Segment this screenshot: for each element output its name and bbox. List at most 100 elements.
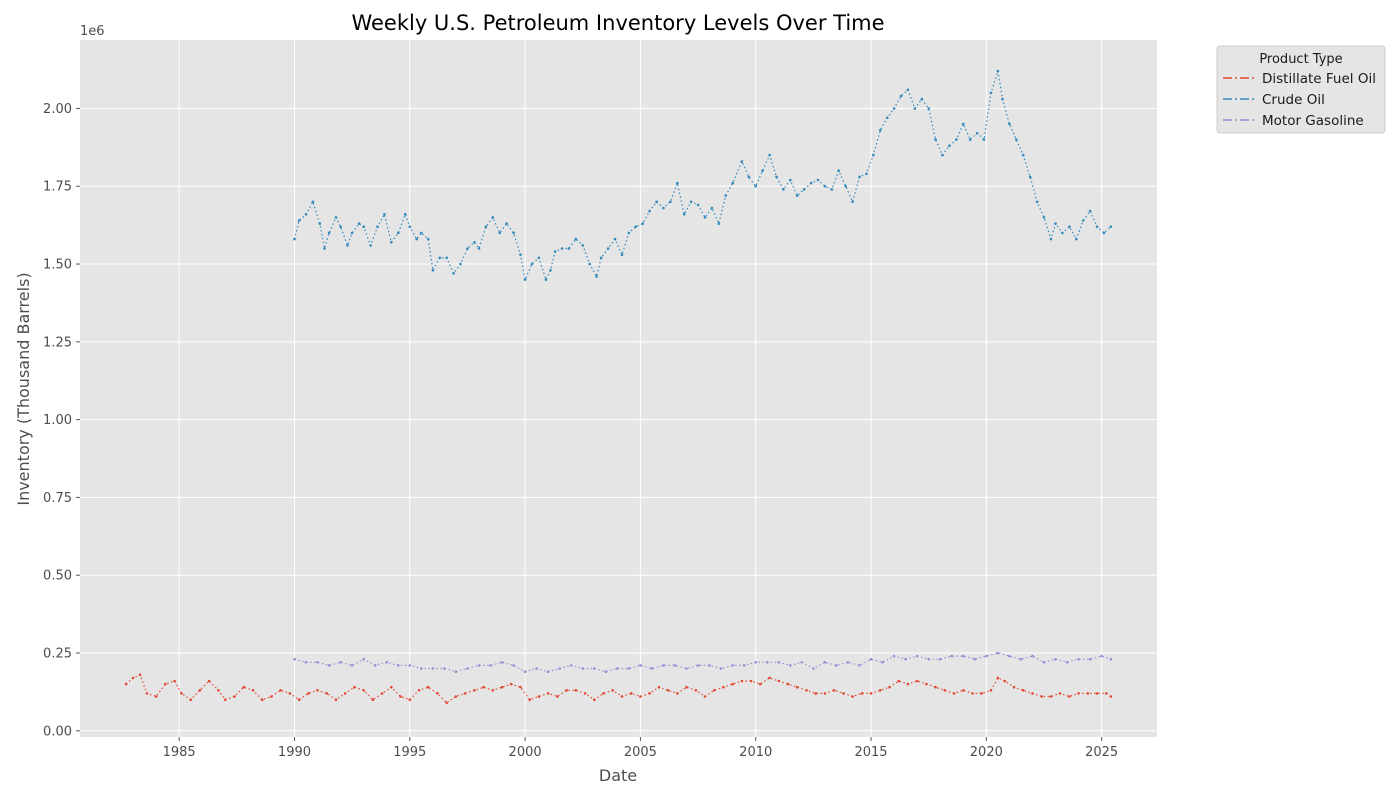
y-axis-title: Inventory (Thousand Barrels) [14,272,33,505]
data-point [1015,138,1018,141]
x-tick-label: 2025 [1085,745,1118,760]
data-point [1012,685,1016,689]
data-point [399,695,402,698]
series-line [125,674,1112,704]
data-point [1095,225,1099,228]
data-point [251,689,255,692]
data-point [438,256,442,260]
data-point [164,682,167,686]
data-point [505,222,508,225]
data-point [941,153,944,157]
data-point [390,241,393,244]
data-point [1109,695,1113,698]
data-point [553,250,557,253]
data-point [1088,209,1092,213]
data-point [343,692,347,695]
data-point [1077,657,1080,661]
data-point [380,692,384,695]
data-point [662,664,665,667]
data-point [397,664,400,667]
data-point [362,657,366,661]
data-point [445,256,449,260]
data-point [1003,679,1007,683]
series-group [124,673,1113,705]
data-point [1109,225,1113,228]
data-point [869,692,873,695]
data-point [1028,175,1032,179]
data-point [989,689,993,692]
data-point [1042,661,1046,664]
data-point [650,667,654,670]
data-point [777,679,781,683]
data-point [747,175,751,179]
x-axis-title: Date [599,766,637,785]
data-point [397,231,400,235]
data-point [546,670,550,673]
data-point [260,698,264,701]
data-point [373,664,377,667]
data-point [426,237,430,241]
data-point [789,664,792,667]
data-point [500,685,504,689]
data-point [560,247,564,250]
data-point [346,244,349,247]
data-point [1031,692,1034,695]
data-point [676,692,679,695]
data-point [696,203,700,207]
data-point [482,685,485,689]
data-point [1065,661,1069,664]
data-point [906,88,910,92]
data-point [1058,692,1062,695]
data-point [371,698,375,701]
data-point [473,689,476,692]
data-point [593,698,596,701]
data-point [473,241,476,244]
data-point [996,651,1000,655]
data-point [975,132,979,135]
data-point [420,231,423,235]
data-point [915,654,919,658]
data-point [1102,231,1106,235]
data-point [627,667,631,670]
data-point [740,679,744,683]
data-point [528,698,531,701]
data-point [498,231,502,235]
data-point [599,256,603,260]
data-point [962,689,965,692]
data-point [1095,692,1099,695]
data-point [904,657,907,661]
legend-label: Motor Gasoline [1262,113,1364,129]
data-point [685,667,688,670]
data-point [484,225,488,228]
data-point [546,692,550,695]
data-point [297,698,301,701]
data-point [189,698,192,701]
data-point [131,676,135,680]
data-point [327,231,331,235]
data-point [408,664,412,667]
data-point [952,692,956,695]
data-point [207,679,211,683]
data-point [530,262,534,266]
data-point [968,138,972,141]
data-point [611,689,614,692]
data-point [943,689,947,692]
data-point [452,272,455,275]
data-point [519,685,522,689]
data-point [242,685,245,689]
data-point [809,181,813,185]
data-point [500,661,504,664]
data-point [962,654,965,658]
data-point [657,685,661,689]
data-point [858,175,861,179]
data-point [454,695,458,698]
data-point [1054,222,1057,225]
data-point [920,97,924,101]
plot-area [80,40,1157,737]
legend-title: Product Type [1259,52,1342,67]
data-point [888,685,891,689]
data-point [311,200,315,204]
data-point [717,222,721,225]
data-point [477,664,481,667]
data-point [980,692,983,695]
